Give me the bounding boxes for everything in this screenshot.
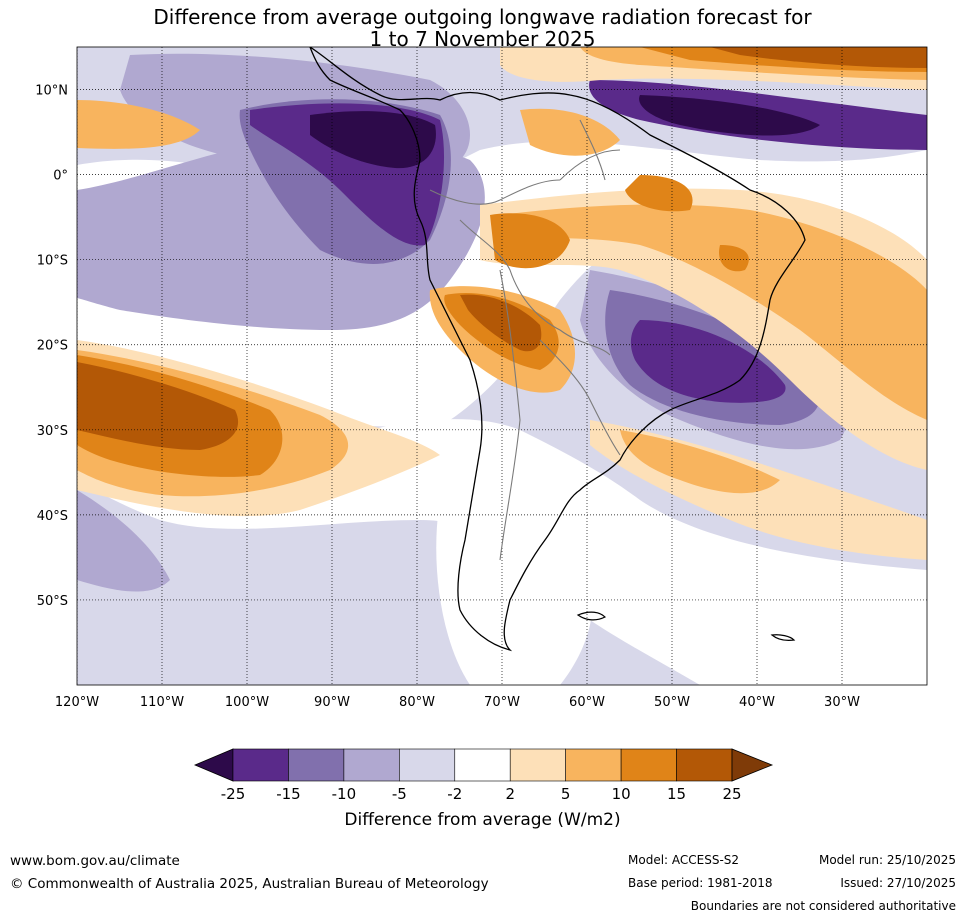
longitude-label: 70°W [484, 695, 520, 710]
longitude-label: 120°W [55, 695, 99, 710]
positive-region-pacific-equatorial [77, 100, 200, 149]
colorbar-bin [565, 748, 622, 782]
longitude-label: 100°W [225, 695, 269, 710]
country-borders [429, 119, 621, 561]
colorbar-extend-high [731, 748, 774, 782]
extreme-negative-core-pacific [310, 111, 436, 169]
extreme-negative-core-atlantic [639, 95, 820, 136]
map-frame [76, 46, 928, 686]
neutral-region-central [436, 440, 593, 685]
latitude-label: 10°N [35, 84, 68, 99]
colorbar-bin [288, 748, 345, 782]
disclaimer-text: Boundaries are not considered authoritat… [690, 899, 956, 913]
longitude-label: 80°W [399, 695, 435, 710]
colorbar-bin [454, 748, 511, 782]
colorbar-tick-label: 5 [561, 785, 571, 803]
south-georgia-coast [770, 634, 796, 641]
colorbar-extend-low [193, 748, 234, 782]
longitude-label: 40°W [739, 695, 775, 710]
longitude-label: 60°W [569, 695, 605, 710]
colorbar-tick-label: 2 [505, 785, 515, 803]
deep-negative-region-brazil [630, 320, 786, 403]
colorbar-tick-label: -5 [392, 785, 407, 803]
base-period-text: Base period: 1981-2018 [628, 876, 773, 890]
longitude-label: 50°W [654, 695, 690, 710]
colorbar-bin [399, 748, 456, 782]
positive-region-pacific-south-core [77, 362, 239, 450]
colorbar-tick-label: -15 [276, 785, 301, 803]
latitude-label: 40°S [37, 509, 68, 524]
chart-title-line2: 1 to 7 November 2025 [369, 27, 596, 51]
latitude-label: 20°S [37, 339, 68, 354]
latitude-label: 10°S [37, 254, 68, 269]
colorbar-tick-label: 15 [667, 785, 686, 803]
latitude-labels: 10°N 0° 10°S 20°S 30°S 40°S 50°S [35, 84, 68, 609]
longitude-label: 90°W [314, 695, 350, 710]
chart-title-line1: Difference from average outgoing longwav… [153, 5, 812, 29]
positive-region-brazil-mid [500, 204, 927, 420]
colorbar-label: Difference from average (W/m2) [344, 810, 620, 830]
longitude-label: 110°W [140, 695, 184, 710]
south-america-coastline [309, 47, 806, 652]
positive-region-brazil-strong [490, 175, 749, 272]
issued-text: Issued: 27/10/2025 [840, 876, 956, 890]
positive-region-venezuela [520, 108, 620, 156]
colorbar-tick-label: -2 [447, 785, 462, 803]
longitude-labels: 120°W 110°W 100°W 90°W 80°W 70°W 60°W 50°W 40°W 3… [55, 695, 860, 710]
colorbar-tick-label: 10 [612, 785, 631, 803]
anomaly-field [77, 47, 927, 685]
colorbar-bin [232, 748, 289, 782]
latitude-label: 0° [53, 169, 68, 184]
colorbar-tick-label: -25 [221, 785, 246, 803]
longitude-label: 30°W [824, 695, 860, 710]
colorbar-bin [620, 748, 677, 782]
latitude-label: 50°S [37, 594, 68, 609]
positive-region-south-atlantic-mid [620, 430, 780, 494]
falklands-coast [576, 611, 607, 621]
website-text: www.bom.gov.au/climate [10, 853, 180, 869]
positive-region-bolivia-core [460, 294, 542, 352]
colorbar-bin [676, 748, 733, 782]
model-run-text: Model run: 25/10/2025 [818, 853, 956, 867]
colorbar-bin [343, 748, 400, 782]
colorbar-bin [509, 748, 566, 782]
latitude-label: 30°S [37, 424, 68, 439]
graticule [77, 47, 927, 685]
colorbar-tick-label: -10 [332, 785, 357, 803]
negative-region-pacific-south [77, 490, 170, 592]
copyright-text: © Commonwealth of Australia 2025, Austra… [10, 876, 489, 892]
positive-region-atlantic-north-core [710, 47, 927, 68]
model-text: Model: ACCESS-S2 [628, 853, 740, 867]
colorbar-tick-label: 25 [722, 785, 741, 803]
